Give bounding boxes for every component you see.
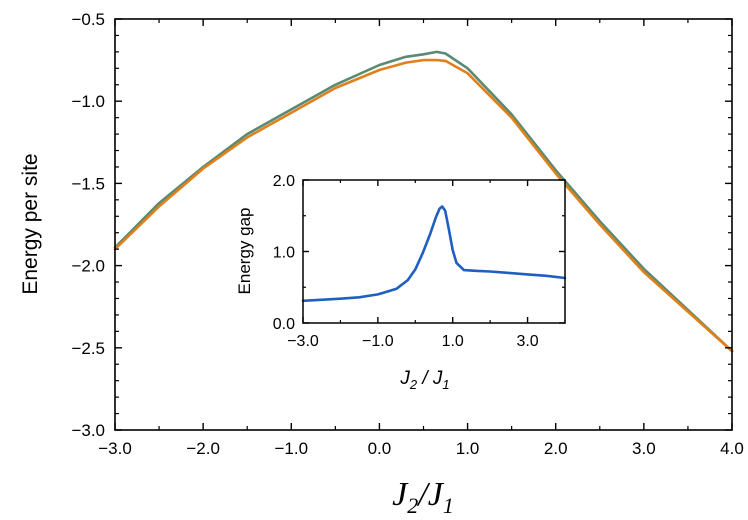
main-x-tick-label: −2.0 xyxy=(186,439,220,458)
inset-plot: −3.0 −1.0 1.0 3.0 0.0 1.0 2.0 Energy gap J2 / … xyxy=(235,173,567,392)
inset-y-tick-label: 1.0 xyxy=(273,245,295,262)
main-x-label-sub-2: 1 xyxy=(443,493,454,518)
main-y-tick-label: −0.5 xyxy=(71,10,105,29)
main-plot: −3.0 −2.0 −1.0 0.0 1.0 2.0 3.0 4.0 −3.0 −2.5 −2.0 −… xyxy=(19,10,744,518)
inset-x-tick-label: −3.0 xyxy=(287,333,319,350)
main-x-tick-label: 3.0 xyxy=(632,439,656,458)
main-ticks: −3.0 −2.0 −1.0 0.0 1.0 2.0 3.0 4.0 −3.0 −2.5 −2.0 −… xyxy=(71,10,743,458)
inset-x-label-separator: / J xyxy=(417,368,443,389)
inset-x-tick-label: 1.0 xyxy=(442,333,464,350)
main-y-tick-label: −2.0 xyxy=(71,257,105,276)
main-x-tick-label: 0.0 xyxy=(368,439,392,458)
main-x-label-sub-1: 2 xyxy=(407,493,418,518)
inset-x-tick-label: 3.0 xyxy=(516,333,538,350)
main-x-tick-label: 4.0 xyxy=(720,439,744,458)
inset-x-label-sub-2: 1 xyxy=(442,377,449,392)
inset-x-label-sub-1: 2 xyxy=(409,377,418,392)
main-x-label-separator: /J xyxy=(416,476,444,513)
inset-plot-frame xyxy=(302,179,566,324)
main-x-tick-label: 2.0 xyxy=(544,439,568,458)
main-plot-frame xyxy=(114,18,733,431)
inset-background xyxy=(303,180,565,323)
main-x-label-base-1: J xyxy=(392,476,409,513)
main-y-tick-label: −1.0 xyxy=(71,92,105,111)
main-series-layer xyxy=(113,50,734,353)
main-series-line-1 xyxy=(113,50,734,353)
main-x-axis-label: J2/J1 xyxy=(392,476,454,518)
inset-y-tick-label: 2.0 xyxy=(273,173,295,190)
inset-series-line-1 xyxy=(301,205,567,303)
main-y-axis-label: Energy per site xyxy=(19,153,42,294)
inset-y-axis-label: Energy gap xyxy=(235,208,254,295)
main-series-line-2 xyxy=(113,58,734,353)
main-x-tick-label: −1.0 xyxy=(275,439,309,458)
inset-series-layer xyxy=(301,205,567,303)
inset-x-axis-label: J2 / J1 xyxy=(399,368,449,392)
inset-y-tick-label: 0.0 xyxy=(273,316,295,333)
inset-x-tick-label: −1.0 xyxy=(362,333,394,350)
main-x-tick-label: 1.0 xyxy=(456,439,480,458)
main-y-tick-label: −2.5 xyxy=(71,339,105,358)
main-x-tick-label: −3.0 xyxy=(98,439,132,458)
main-y-tick-label: −3.0 xyxy=(71,421,105,440)
inset-x-label-base-1: J xyxy=(399,368,410,389)
main-y-tick-label: −1.5 xyxy=(71,174,105,193)
